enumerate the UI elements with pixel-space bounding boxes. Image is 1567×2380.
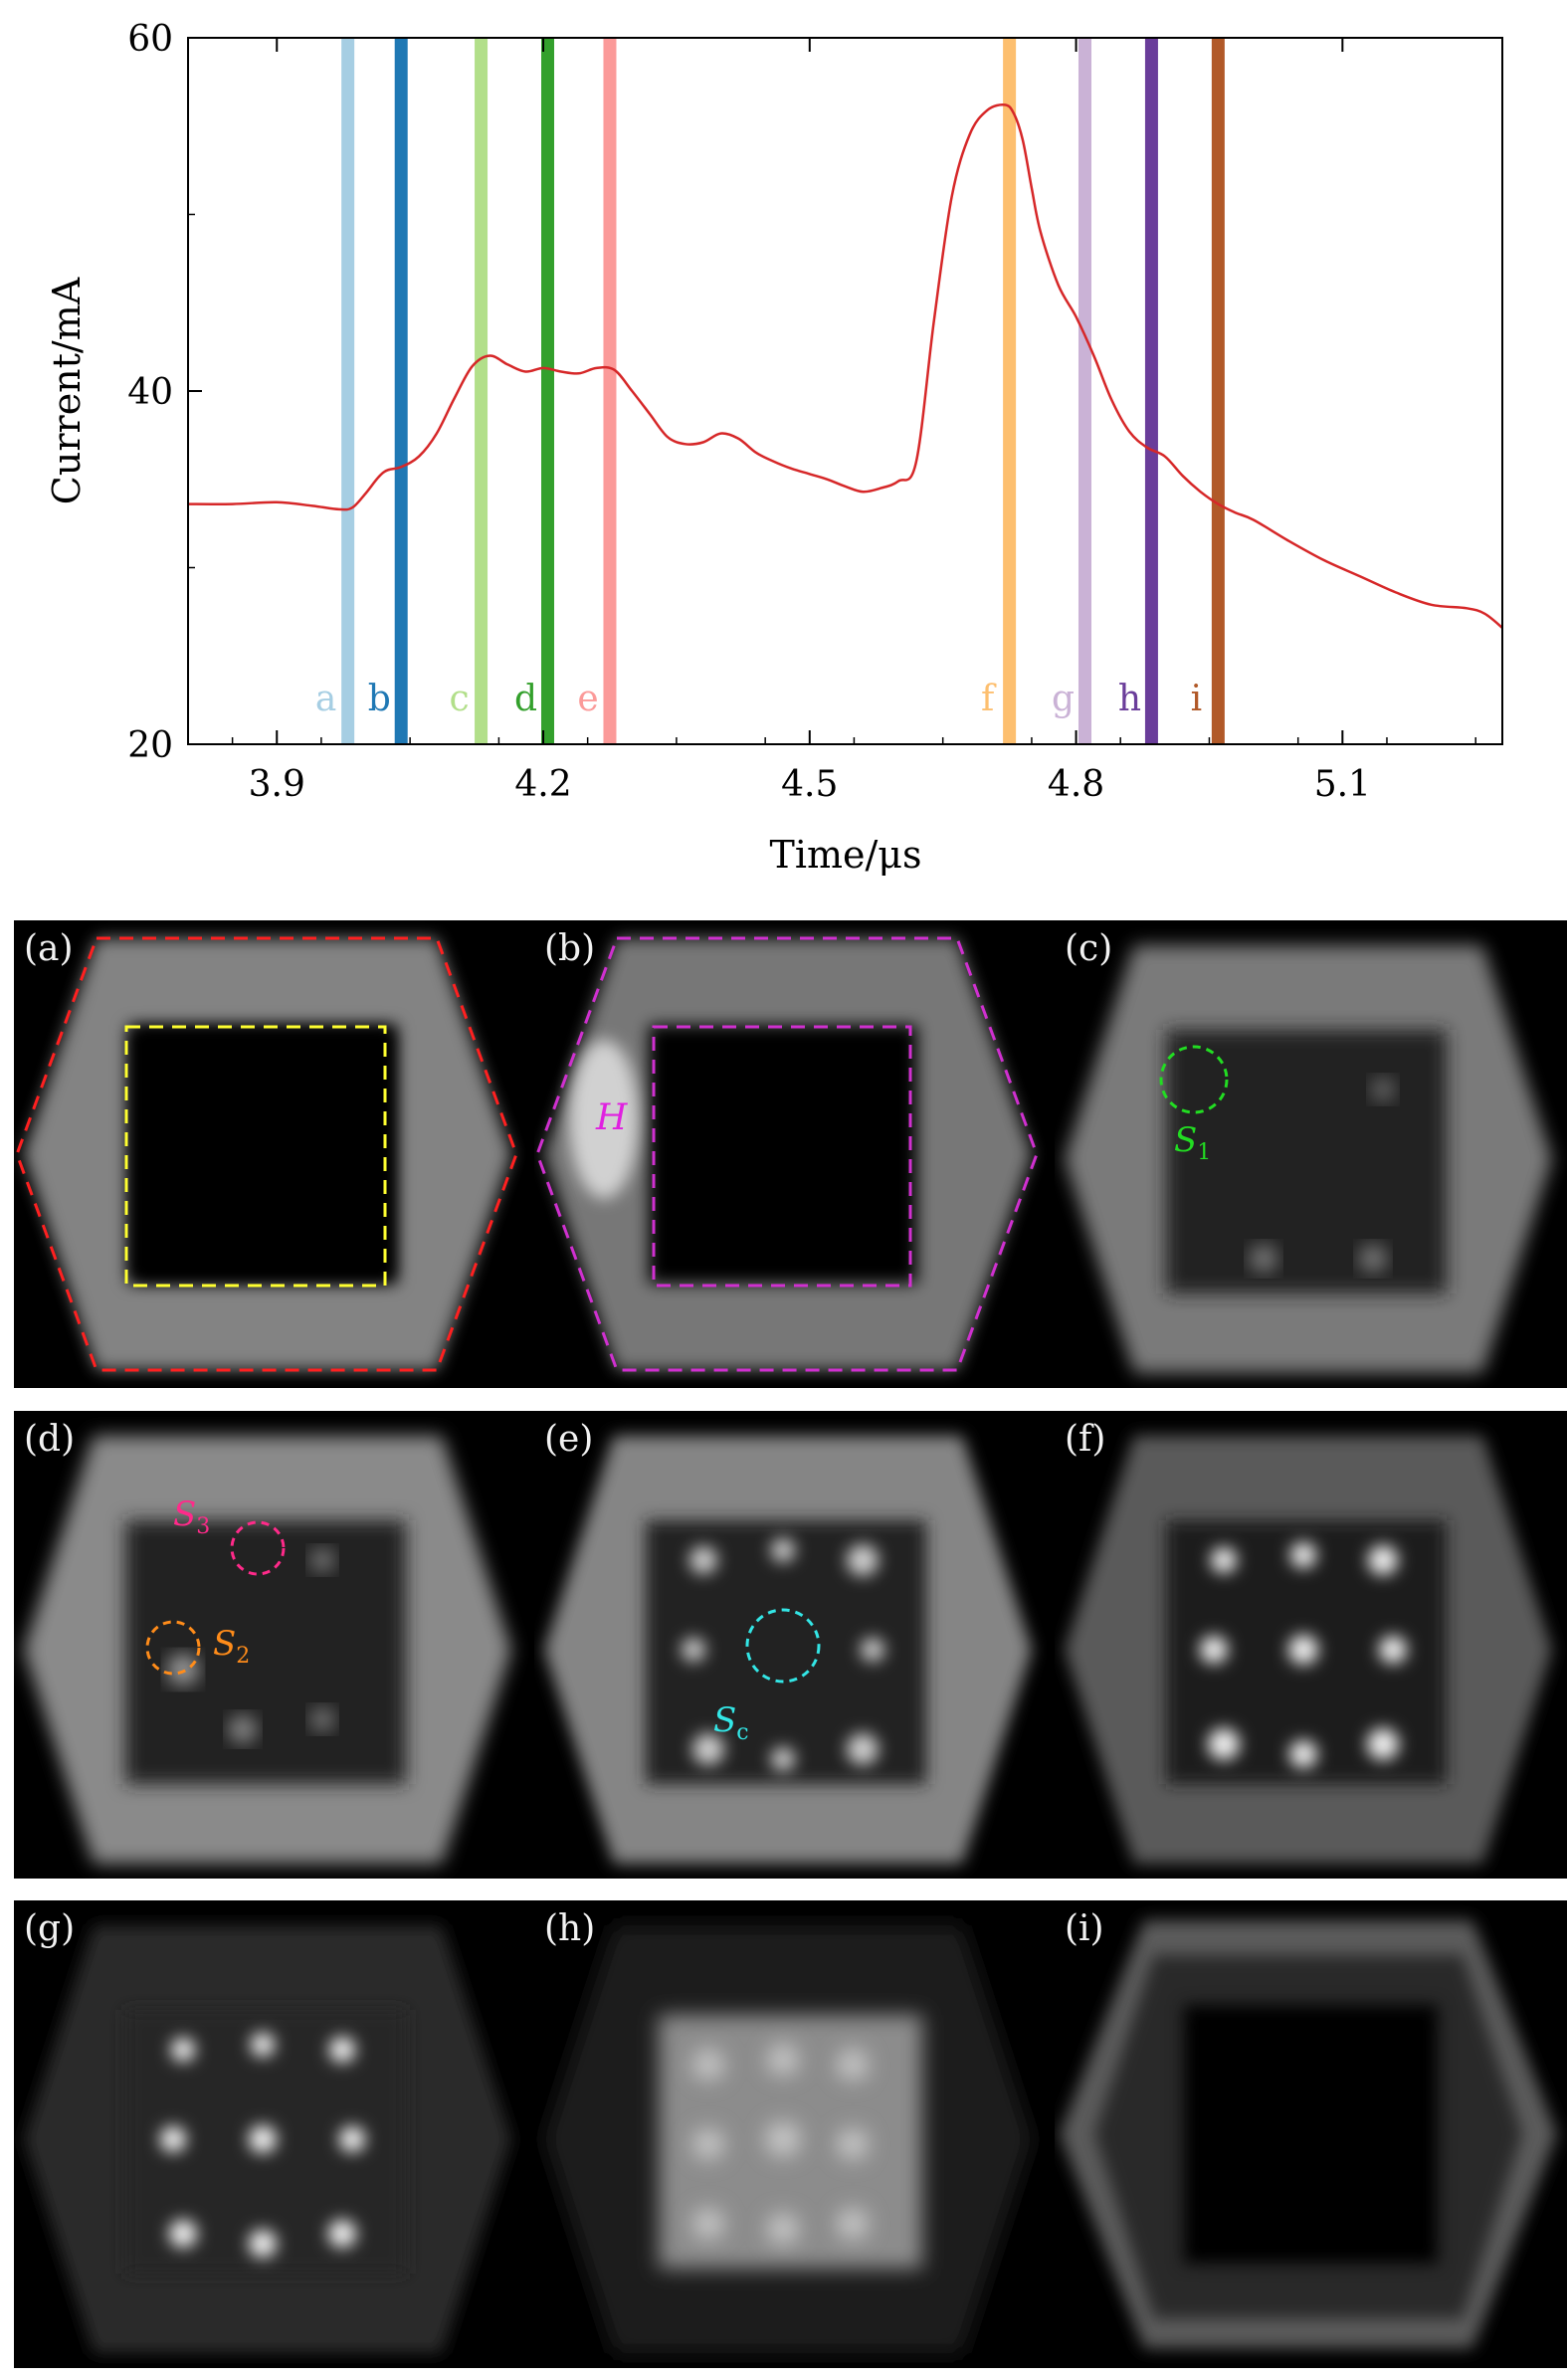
x-tick-label: 5.1 [1314,764,1371,805]
panel-label: (d) [24,1419,76,1460]
panel-label: (g) [24,1908,76,1949]
y-axis-label: Current/mA [45,277,89,504]
marker-label-f: f [981,679,997,719]
current-line [187,103,1503,629]
marker-label-e: e [577,679,598,719]
annotation-h: H [595,1097,628,1138]
y-tick-label: 60 [127,19,173,60]
marker-label-h: h [1118,679,1141,719]
y-tick-label: 40 [127,372,173,413]
image-panel-c: S1 (c) [1055,920,1567,1388]
square-outline [652,1025,912,1288]
image-panel-a: (a) [14,920,534,1388]
dashed-circle [745,1608,821,1684]
marker-label-a: a [315,679,336,719]
x-tick-label: 3.9 [249,764,305,805]
dashed-circle [145,1620,201,1676]
y-tick-label: 20 [127,725,173,766]
marker-bar-f [1003,38,1017,744]
image-panel-d: S3 S2 (d) [14,1411,534,1879]
image-panel-g: (g) [14,1900,534,2368]
panel-label: (a) [24,928,74,969]
square-outline [124,1025,387,1288]
image-panel-f: (f) [1055,1411,1567,1879]
image-panel-h: (h) [534,1900,1055,2368]
marker-bar-i [1211,38,1225,744]
x-tick-label: 4.8 [1048,764,1104,805]
marker-bar-e [603,38,617,744]
marker-label-d: d [514,679,537,719]
plot-frame [187,37,1503,745]
marker-bar-g [1077,38,1091,744]
marker-label-g: g [1052,679,1075,719]
panel-label: (i) [1065,1908,1104,1949]
marker-bar-b [394,38,408,744]
axis-ticks: 3.9 4.2 4.5 4.8 5.1 20 40 60 [127,19,1476,805]
annotation-s3: S3 [173,1494,210,1539]
x-tick-label: 4.5 [781,764,838,805]
marker-label-i: i [1191,679,1203,719]
annotation-s2: S2 [213,1624,250,1669]
series-current [187,103,1503,629]
panel-label: (h) [544,1908,596,1949]
image-panel-b: H (b) [534,920,1055,1388]
marker-bar-d [540,38,554,744]
marker-label-b: b [368,679,391,719]
dashed-circle [1159,1045,1229,1114]
x-axis-label: Time/μs [769,833,921,877]
marker-bar-c [475,38,489,744]
panel-label: (b) [544,928,596,969]
panel-label: (f) [1065,1419,1106,1460]
marker-bar-a [341,38,355,744]
image-panel-e: Sc (e) [534,1411,1055,1879]
marker-bars [341,38,1225,744]
dashed-circle [230,1520,286,1576]
panel-label: (c) [1065,928,1113,969]
marker-label-c: c [449,679,469,719]
annotation-s1: S1 [1174,1120,1211,1165]
x-tick-label: 4.2 [514,764,571,805]
marker-bar-h [1144,38,1158,744]
image-panel-i: (i) [1055,1900,1567,2368]
annotation-sc: Sc [713,1700,749,1745]
panel-label: (e) [544,1419,594,1460]
